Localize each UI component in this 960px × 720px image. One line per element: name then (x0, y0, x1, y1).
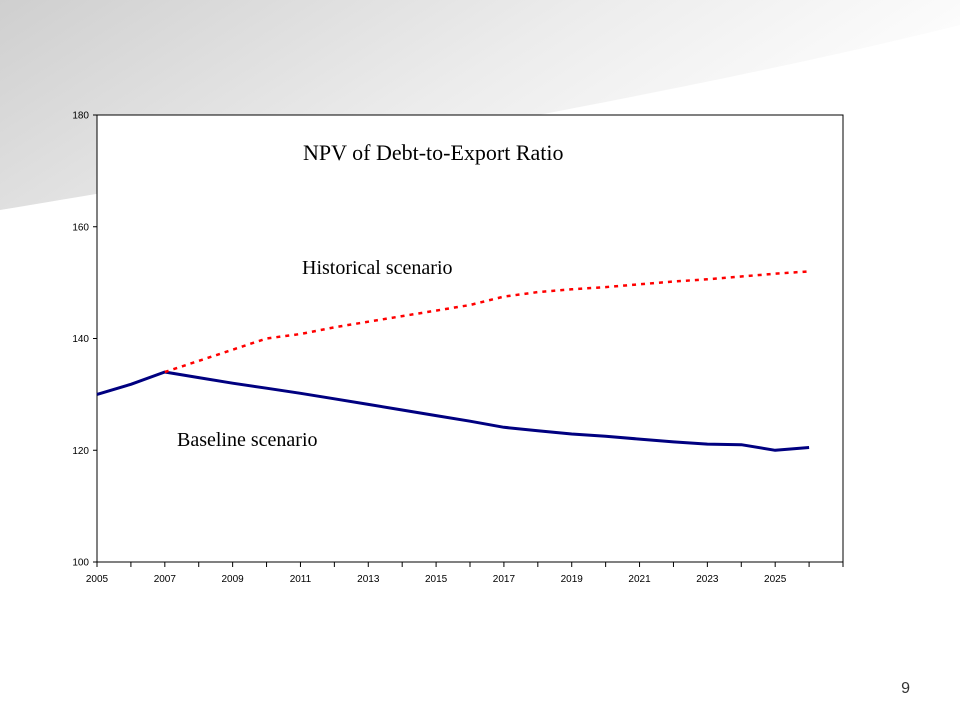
series (96, 270, 810, 452)
x-tick-label: 2013 (357, 574, 380, 585)
x-tick-label: 2017 (493, 574, 516, 585)
y-tick-label: 180 (72, 111, 89, 122)
plot-area (96, 114, 844, 563)
x-tick-label: 2015 (425, 574, 448, 585)
y-tick-label: 100 (72, 558, 89, 569)
x-tick-label: 2021 (628, 574, 651, 585)
x-tick-label: 2007 (154, 574, 177, 585)
y-tick-label: 140 (72, 334, 89, 345)
axes: 100 120 140 160 180 2005 2007 2009 2011 2013 2015 2… (72, 111, 844, 585)
page-number: 9 (901, 680, 910, 697)
y-tick-label: 160 (72, 222, 89, 233)
historical-series-label: Historical scenario (302, 257, 453, 279)
x-tick-label: 2005 (86, 574, 109, 585)
y-tick-label: 120 (72, 446, 89, 457)
baseline-series-label: Baseline scenario (177, 429, 318, 451)
baseline-series-line (96, 370, 810, 452)
x-tick-label: 2019 (561, 574, 584, 585)
x-tick-label: 2011 (290, 574, 312, 585)
x-tick-label: 2023 (696, 574, 719, 585)
chart-title: NPV of Debt-to-Export Ratio (303, 140, 564, 165)
x-tick-label: 2025 (764, 574, 787, 585)
x-tick-label: 2009 (222, 574, 245, 585)
